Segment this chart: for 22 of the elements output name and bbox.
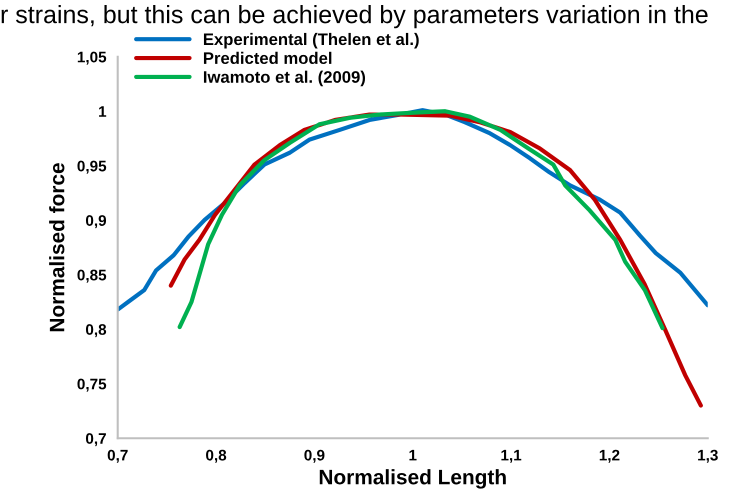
- x-tick-label: 0,7: [108, 450, 128, 463]
- x-tick-label: 0,9: [304, 450, 324, 463]
- y-tick-label: 0,7: [86, 433, 106, 446]
- x-tick-label: 1,3: [698, 450, 718, 463]
- y-tick-label: 0,8: [86, 324, 106, 338]
- legend-label: Experimental (Thelen et al.): [204, 32, 419, 48]
- x-tick-label: 1,2: [600, 450, 620, 463]
- y-tick-label: 1,05: [78, 52, 106, 65]
- x-tick-label: 0,8: [206, 450, 226, 463]
- y-axis-title: Normalised force: [49, 163, 64, 332]
- y-tick-label: 0,85: [77, 270, 106, 283]
- x-axis-title: Normalised Length: [320, 469, 506, 489]
- legend-label: Predicted model: [204, 52, 332, 64]
- y-tick-label: 0,95: [77, 160, 106, 174]
- y-tick-label: 0,75: [77, 378, 106, 392]
- y-tick-label: 0,9: [86, 215, 106, 228]
- y-tick-label: 1: [99, 106, 106, 117]
- legend-label: Iwamoto et al. (2009): [204, 70, 366, 86]
- x-tick-label: 1: [409, 450, 417, 460]
- x-tick-label: 1,1: [501, 450, 522, 463]
- line-series: [178, 109, 665, 330]
- text: r strains, but this can be achieved by parameters variation in the: [2, 4, 708, 28]
